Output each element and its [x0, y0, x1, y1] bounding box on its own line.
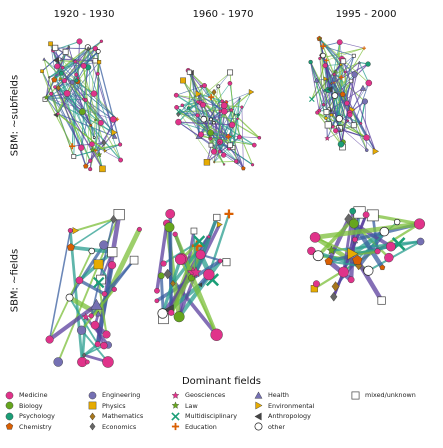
legend-item-environmental: Environmental [253, 401, 315, 411]
legend-label: Anthropology [268, 412, 311, 420]
legend-label: Engineering [102, 391, 141, 399]
legend-label: Education [185, 422, 217, 431]
legend-marker-psychology [5, 412, 14, 420]
legend-item-chemistry: Chemistry [4, 422, 52, 432]
legend-item-health: Health [253, 390, 289, 400]
legend-item-biology: Biology [4, 401, 43, 411]
legend-label: other [268, 422, 286, 431]
legend-label: Medicine [19, 391, 48, 399]
legend-label: Law [185, 401, 198, 410]
legend-item-psychology: Psychology [4, 411, 55, 421]
network-panel-subfields-1920 [40, 38, 124, 173]
legend-item-medicine: Medicine [4, 390, 48, 400]
column-title-1960: 1960 - 1970 [192, 9, 254, 20]
legend-item-engineering: Engineering [87, 390, 140, 400]
legend-marker-multidisciplinary [171, 411, 180, 421]
legend-label: Mathematics [102, 412, 144, 420]
network-nodes [45, 209, 142, 368]
row-label-fields: SBM: ~fields [9, 248, 21, 313]
legend-marker-mathematics [89, 412, 96, 420]
network-panel-fields-1995 [307, 206, 426, 305]
legend-item-other: other [253, 422, 285, 432]
legend-marker-law [171, 401, 180, 409]
legend: Medicine Biology Psychology Chemistry Engine… [4, 390, 443, 446]
legend-marker-medicine [5, 391, 14, 399]
legend-item-economics: Economics [87, 422, 136, 432]
network-panel-fields-1960 [154, 209, 234, 341]
legend-marker-education [171, 422, 180, 431]
legend-label: Psychology [19, 412, 55, 420]
network-panel-subfields-1960 [173, 68, 262, 171]
legend-marker-chemistry [5, 422, 14, 430]
legend-label: Physics [102, 401, 126, 410]
network-nodes [173, 68, 262, 171]
legend-item-anthropology: Anthropology [253, 411, 311, 421]
legend-label: Environmental [268, 401, 315, 410]
network-edges [48, 214, 142, 364]
legend-marker-health [254, 390, 263, 399]
legend-label: Geosciences [185, 391, 226, 399]
network-nodes [154, 209, 234, 341]
network-edges [310, 210, 422, 302]
legend-item-mathematics: Mathematics [87, 411, 143, 421]
legend-label: Health [268, 391, 289, 399]
legend-marker-anthropology [254, 412, 262, 420]
legend-item-mixed-unknown: mixed/unknown [350, 390, 416, 400]
legend-item-geosciences: Geosciences [170, 390, 225, 400]
network-nodes [307, 206, 426, 305]
network-panel-subfields-1995 [308, 35, 380, 155]
legend-item-education: Education [170, 422, 217, 432]
legend-item-law: Law [170, 401, 198, 411]
network-panel-fields-1920 [45, 209, 142, 368]
legend-item-multidisciplinary: Multidisciplinary [170, 411, 237, 421]
legend-label: Biology [19, 401, 43, 410]
column-title-1995: 1995 - 2000 [335, 9, 397, 20]
legend-marker-engineering [88, 391, 97, 399]
legend-label: Chemistry [19, 422, 52, 431]
legend-marker-economics [89, 422, 96, 431]
legend-marker-geosciences [171, 391, 180, 399]
network-nodes [308, 35, 380, 155]
legend-marker-environmental [255, 401, 263, 410]
legend-marker-mixed-unknown [351, 391, 360, 399]
legend-marker-physics [88, 401, 97, 410]
legend-label: Economics [102, 422, 137, 431]
legend-item-physics: Physics [87, 401, 126, 411]
legend-label: mixed/unknown [365, 391, 416, 399]
network-nodes [40, 38, 124, 173]
network-edges [41, 40, 122, 170]
column-title-1920: 1920 - 1930 [53, 9, 115, 20]
legend-title: Dominant fields [181, 376, 262, 387]
row-label-subfields: SBM: ~subfields [9, 74, 21, 157]
legend-marker-other [254, 422, 263, 431]
legend-marker-biology [5, 401, 14, 410]
legend-label: Multidisciplinary [185, 412, 238, 420]
